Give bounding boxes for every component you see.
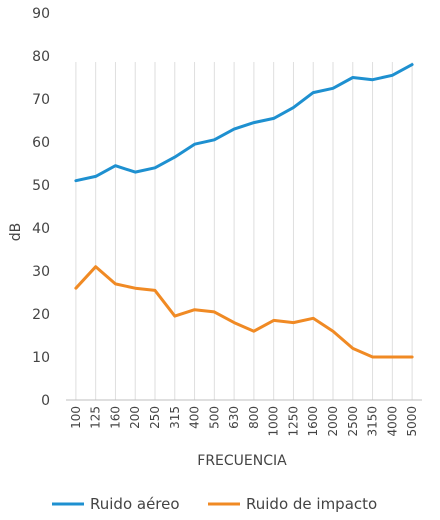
x-axis-ticks: 100 125 160 200 250 315 400 500 630 800 1000 1250 16… [69,406,419,437]
series-lines [74,63,414,359]
x-tick-label-500: 500 [207,406,221,429]
y-axis-ticks: 0 10 20 30 40 50 60 70 80 90 [32,6,50,409]
y-tick-label-20: 20 [32,307,50,323]
x-tick-label-200: 200 [128,406,142,429]
x-axis-title: FRECUENCIA [197,453,287,469]
y-axis-title: dB [8,223,24,242]
x-tick-label-100: 100 [69,406,83,429]
x-tick-label-160: 160 [108,406,122,429]
x-tick-label-630: 630 [227,406,241,429]
x-tick-label-1250: 1250 [286,406,300,437]
y-tick-label-0: 0 [41,393,50,409]
x-tick-label-1600: 1600 [306,406,320,437]
y-tick-label-70: 70 [32,92,50,108]
x-tick-label-5000: 5000 [405,406,419,437]
y-tick-label-30: 30 [32,264,50,280]
x-tick-label-1000: 1000 [267,406,281,437]
y-tick-label-40: 40 [32,221,50,237]
x-tick-label-3150: 3150 [366,406,380,437]
series-line-2 [74,265,414,359]
y-tick-label-90: 90 [32,6,50,22]
y-tick-label-60: 60 [32,135,50,151]
legend-label-1: Ruido aéreo [90,495,180,513]
x-tick-label-400: 400 [188,406,202,429]
x-tick-label-4000: 4000 [385,406,399,437]
x-tick-label-250: 250 [148,406,162,429]
y-tick-label-80: 80 [32,49,50,65]
x-tick-label-2500: 2500 [346,406,360,437]
series-line-1 [74,63,414,183]
legend: Ruido aéreo Ruido de impacto [52,495,377,513]
x-tick-label-125: 125 [89,406,103,429]
x-tick-label-315: 315 [168,406,182,429]
y-tick-label-50: 50 [32,178,50,194]
x-tick-label-2000: 2000 [326,406,340,437]
y-tick-label-10: 10 [32,350,50,366]
legend-label-2: Ruido de impacto [246,495,377,513]
x-tick-label-800: 800 [247,406,261,429]
gridlines [75,62,413,400]
